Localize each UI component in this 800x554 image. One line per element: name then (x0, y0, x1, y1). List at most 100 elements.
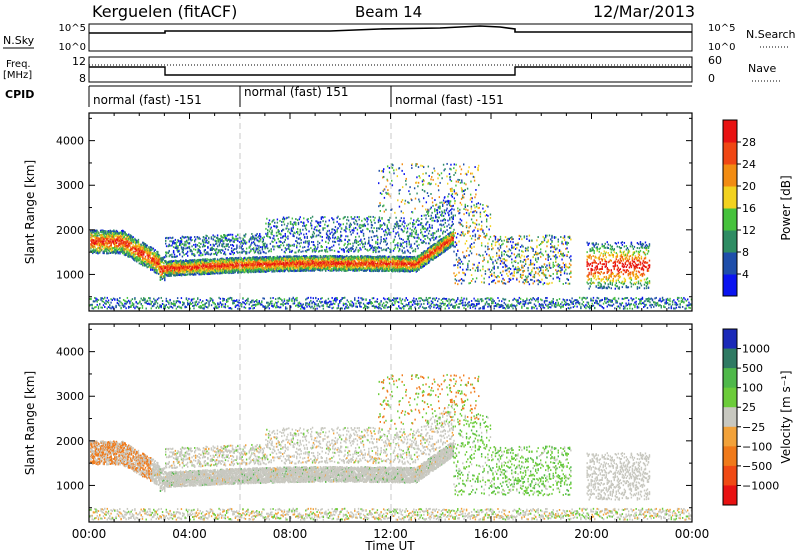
power-cell (297, 231, 298, 233)
cpid-label: CPID (5, 88, 34, 101)
power-cell (300, 233, 301, 235)
power-cell (257, 249, 258, 251)
power-cell (237, 238, 238, 240)
power-cell (286, 225, 287, 227)
power-cell (191, 237, 192, 239)
power-cell (290, 233, 291, 235)
power-cell (96, 252, 97, 254)
power-cell (183, 249, 184, 251)
power-cell (208, 237, 209, 239)
power-cell (266, 245, 267, 247)
power-cell (300, 239, 301, 241)
power-cell (232, 251, 233, 253)
power-cell (140, 258, 141, 260)
power-cell (237, 240, 238, 242)
power-cell (123, 238, 124, 240)
power-cell (128, 233, 129, 235)
cpid-segment-3: normal (fast) -151 (395, 93, 504, 107)
power-cell (274, 225, 275, 227)
power-cell (198, 242, 199, 244)
power-cell (182, 243, 183, 245)
power-cell (270, 243, 271, 245)
power-cell (191, 253, 192, 255)
power-cell (265, 252, 266, 254)
power-cell (203, 236, 204, 238)
power-cell (141, 244, 142, 246)
power-cell (216, 254, 217, 256)
power-cell (181, 241, 182, 243)
power-cell (305, 242, 306, 244)
power-cell (233, 245, 234, 247)
power-cell (221, 265, 222, 267)
power-cell (210, 244, 211, 246)
power-cell (302, 229, 303, 231)
power-cell (182, 256, 183, 258)
power-cell (176, 241, 177, 243)
power-cell (131, 254, 132, 256)
power-cell (220, 252, 221, 254)
power-cell (191, 245, 192, 247)
power-cell (269, 230, 270, 232)
power-cell (206, 258, 207, 260)
power-cell (208, 253, 209, 255)
power-cell (212, 238, 213, 240)
nsearch-label: N.Search (746, 28, 796, 41)
power-cell (270, 223, 271, 225)
power-cell (200, 252, 201, 254)
power-cell (317, 241, 318, 243)
power-cell (185, 245, 186, 247)
power-cell (303, 217, 304, 219)
power-cell (285, 252, 286, 254)
power-cell (283, 245, 284, 247)
power-cell (173, 246, 174, 248)
power-cell (166, 255, 167, 257)
power-cell (197, 244, 198, 246)
power-cell (274, 239, 275, 241)
power-cell (267, 247, 268, 249)
power-cell (208, 241, 209, 243)
power-cell (250, 244, 251, 246)
power-cell (199, 246, 200, 248)
power-cell (279, 246, 280, 248)
power-cell (207, 252, 208, 254)
power-cell (226, 237, 227, 239)
power-cell (303, 234, 304, 236)
power-cell (180, 244, 181, 246)
power-cell (277, 222, 278, 224)
power-cell (297, 219, 298, 221)
power-cell (218, 251, 219, 253)
nsky-tick-bottom-right: 10^0 (708, 42, 735, 53)
power-cell (197, 272, 198, 274)
power-cell (290, 221, 291, 223)
power-cell (315, 250, 316, 252)
power-cell (282, 242, 283, 244)
power-cell (131, 242, 132, 244)
power-cell (150, 254, 151, 256)
power-cell (281, 224, 282, 226)
power-cell (237, 252, 238, 254)
power-cell (119, 247, 120, 249)
power-cell (102, 248, 103, 250)
power-cell (223, 240, 224, 242)
power-cell (133, 251, 134, 253)
power-cell (207, 247, 208, 249)
power-cell (161, 278, 162, 280)
power-cell (195, 246, 196, 248)
power-cell (307, 218, 308, 220)
power-cell (170, 275, 171, 277)
power-cell (237, 234, 238, 236)
power-cell (228, 246, 229, 248)
power-cell (181, 238, 182, 240)
nsky-tick-bottom-left: 10^0 (59, 42, 86, 53)
power-cell (109, 250, 110, 252)
power-cell (292, 250, 293, 252)
power-cell (260, 239, 261, 241)
power-cell (260, 246, 261, 248)
nsky-tick-top-left: 10^5 (59, 23, 86, 34)
power-cell (268, 226, 269, 228)
nave-tick-bottom: 0 (708, 72, 715, 85)
power-cell (274, 222, 275, 224)
power-cell (221, 239, 222, 241)
power-cell (193, 248, 194, 250)
